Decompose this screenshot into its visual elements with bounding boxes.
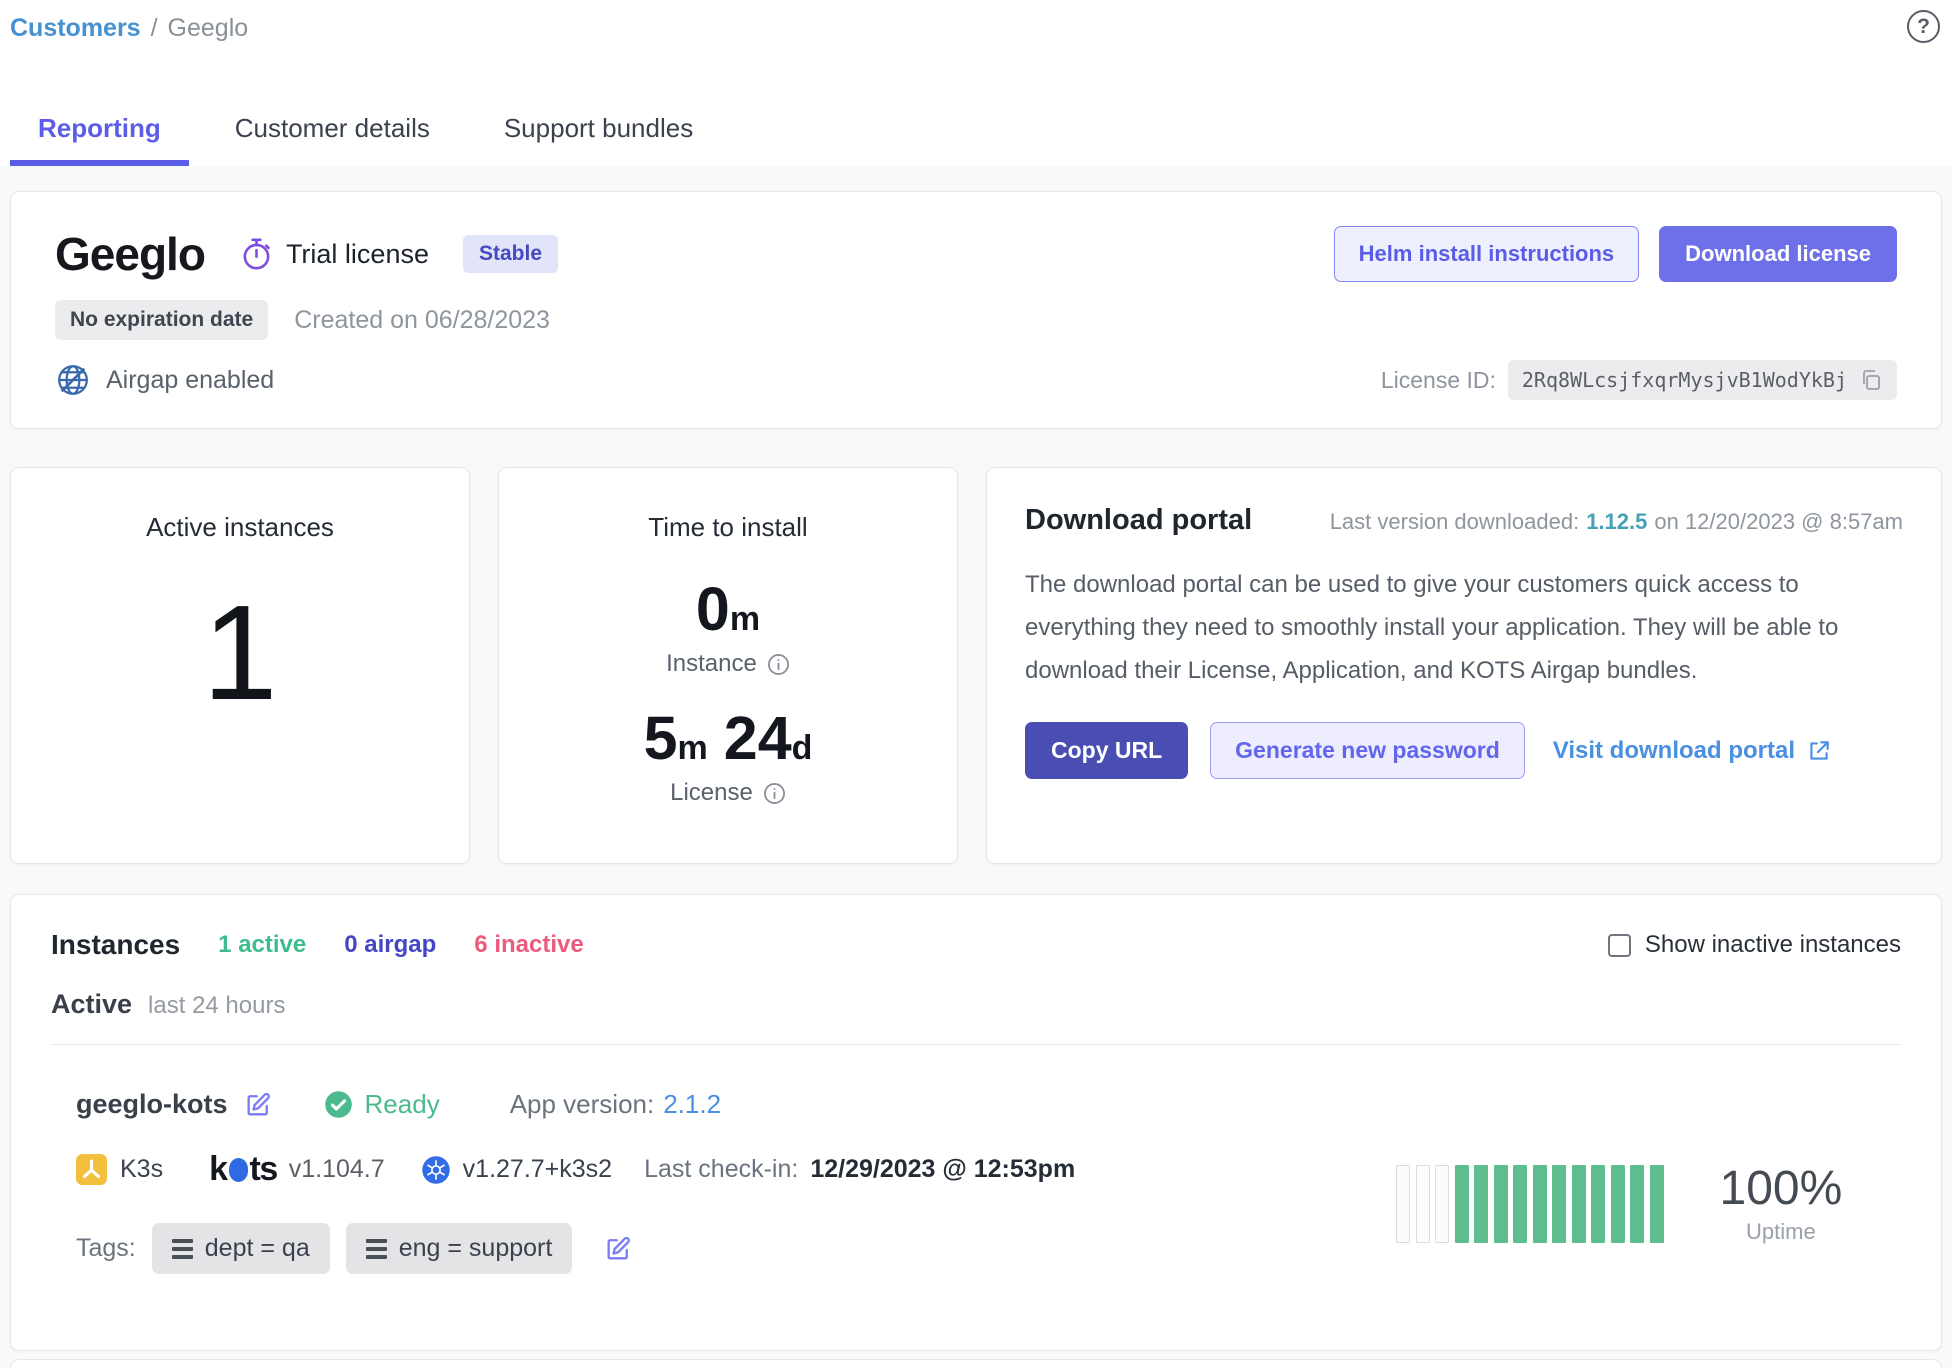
active-section-label: Active xyxy=(51,989,133,1019)
instance-status: Ready xyxy=(324,1089,440,1120)
license-id-value: 2Rq8WLcsjfxqrMysjvB1WodYkBj xyxy=(1521,368,1847,392)
ready-check-icon xyxy=(324,1090,353,1119)
kots-version: v1.104.7 xyxy=(288,1155,385,1183)
main-content: Geeglo Trial license Stable Helm install… xyxy=(0,166,1952,1368)
tab-reporting[interactable]: Reporting xyxy=(10,113,189,166)
license-id-label: License ID: xyxy=(1380,366,1496,393)
tags-label: Tags: xyxy=(76,1234,136,1262)
kots-o-icon xyxy=(228,1158,248,1182)
kubernetes-icon xyxy=(421,1155,451,1185)
distribution-label: K3s xyxy=(120,1155,164,1183)
expiration-badge: No expiration date xyxy=(55,300,269,340)
tab-customer-details[interactable]: Customer details xyxy=(234,113,430,143)
active-instances-card: Active instances 1 xyxy=(10,467,470,864)
uptime-percent: 100% xyxy=(1719,1162,1843,1215)
instance-install-time: 0m xyxy=(695,575,761,643)
uptime-bar xyxy=(1396,1164,1410,1243)
instance-row: geeglo-kots Ready xyxy=(51,1089,1901,1274)
show-inactive-toggle[interactable]: Show inactive instances xyxy=(1607,931,1901,959)
last-checkin-value: 12/29/2023 @ 12:53pm xyxy=(810,1155,1076,1183)
k3s-icon xyxy=(76,1154,107,1185)
copy-license-id-icon[interactable] xyxy=(1859,368,1883,392)
app-version-link[interactable]: 2.1.2 xyxy=(663,1089,722,1119)
license-type-label: Trial license xyxy=(285,238,429,269)
license-install-time: 5m 24d xyxy=(643,704,813,772)
uptime-bar xyxy=(1415,1164,1430,1243)
download-portal-title: Download portal xyxy=(1025,504,1253,536)
license-time-label: License xyxy=(670,779,753,806)
helm-install-instructions-button[interactable]: Helm install instructions xyxy=(1333,226,1640,282)
uptime-bar xyxy=(1591,1164,1605,1243)
active-instances-value: 1 xyxy=(202,577,278,728)
created-date: Created on 06/28/2023 xyxy=(294,305,550,334)
uptime-bar xyxy=(1571,1164,1586,1243)
last-checkin-label: Last check-in: xyxy=(644,1155,799,1183)
external-link-icon xyxy=(1806,738,1832,764)
edit-tags-icon[interactable] xyxy=(604,1235,632,1263)
download-portal-card: Download portal Last version downloaded:… xyxy=(986,467,1942,864)
uptime-bar xyxy=(1493,1164,1508,1243)
divider xyxy=(51,1044,1901,1045)
download-license-button[interactable]: Download license xyxy=(1659,226,1897,282)
active-count[interactable]: 1 active xyxy=(218,931,307,958)
airgap-count[interactable]: 0 airgap xyxy=(344,931,437,958)
show-inactive-label: Show inactive instances xyxy=(1644,931,1901,958)
uptime-bar xyxy=(1435,1164,1449,1243)
kubernetes-version: v1.27.7+k3s2 xyxy=(462,1155,613,1183)
tab-support-bundles[interactable]: Support bundles xyxy=(503,113,694,143)
visit-download-portal-link[interactable]: Visit download portal xyxy=(1553,737,1832,765)
airgap-label: Airgap enabled xyxy=(106,365,275,394)
uptime-bars xyxy=(1396,1164,1664,1243)
uptime-bar xyxy=(1454,1164,1469,1243)
tab-bar: Reporting Customer details Support bundl… xyxy=(10,113,721,166)
tag-pill: eng = support xyxy=(345,1223,573,1274)
instance-time-label: Instance xyxy=(666,650,757,677)
help-icon[interactable]: ? xyxy=(1907,10,1940,43)
breadcrumb: Customers / Geeglo xyxy=(10,14,1942,43)
page-header: Customers / Geeglo ? Reporting Customer … xyxy=(0,0,1952,166)
instance-name: geeglo-kots xyxy=(76,1089,228,1119)
uptime-bar xyxy=(1532,1164,1547,1243)
breadcrumb-separator: / xyxy=(150,14,158,42)
customer-name: Geeglo xyxy=(55,228,206,280)
kots-logo: k ts xyxy=(209,1150,278,1188)
uptime-bar xyxy=(1649,1164,1664,1243)
show-inactive-checkbox[interactable] xyxy=(1607,933,1631,957)
time-to-install-card: Time to install 0m Instance 5m 24d Licens… xyxy=(498,467,958,864)
uptime-bar xyxy=(1513,1164,1527,1243)
license-time-info-icon[interactable] xyxy=(763,782,786,805)
last-version-downloaded: Last version downloaded: 1.12.5 on 12/20… xyxy=(1329,509,1903,534)
channel-badge: Stable xyxy=(462,235,559,273)
copy-url-button[interactable]: Copy URL xyxy=(1025,722,1189,779)
airgap-globe-icon xyxy=(55,362,91,398)
generate-password-button[interactable]: Generate new password xyxy=(1210,722,1525,779)
uptime-label: Uptime xyxy=(1746,1218,1816,1244)
breadcrumb-current: Geeglo xyxy=(167,14,249,42)
active-section-sublabel: last 24 hours xyxy=(148,992,286,1019)
uptime-bar xyxy=(1610,1164,1625,1243)
instance-status-label: Ready xyxy=(364,1089,440,1119)
time-to-install-title: Time to install xyxy=(648,512,808,542)
download-portal-description: The download portal can be used to give … xyxy=(1025,571,1839,684)
active-instances-title: Active instances xyxy=(146,512,334,542)
uptime-bar xyxy=(1630,1164,1644,1243)
instance-time-info-icon[interactable] xyxy=(767,653,790,676)
instances-card: Instances 1 active 0 airgap 6 inactive S… xyxy=(10,894,1942,1351)
license-summary-card: Geeglo Trial license Stable Helm install… xyxy=(10,191,1942,429)
breadcrumb-customers-link[interactable]: Customers xyxy=(10,14,141,42)
edit-instance-name-icon[interactable] xyxy=(244,1091,272,1119)
trial-timer-icon xyxy=(241,237,272,271)
uptime-bar xyxy=(1552,1164,1566,1243)
tag-pill: dept = qa xyxy=(151,1223,330,1274)
uptime-widget: 100% Uptime xyxy=(1396,1162,1843,1245)
app-version-label: App version: xyxy=(509,1089,655,1119)
uptime-bar xyxy=(1474,1164,1488,1243)
tag-icon xyxy=(171,1238,193,1259)
next-section-card-edge xyxy=(10,1359,1942,1368)
inactive-count[interactable]: 6 inactive xyxy=(474,931,584,958)
last-version-link[interactable]: 1.12.5 xyxy=(1586,509,1648,534)
tag-icon xyxy=(365,1238,387,1259)
instances-title: Instances xyxy=(51,929,181,960)
